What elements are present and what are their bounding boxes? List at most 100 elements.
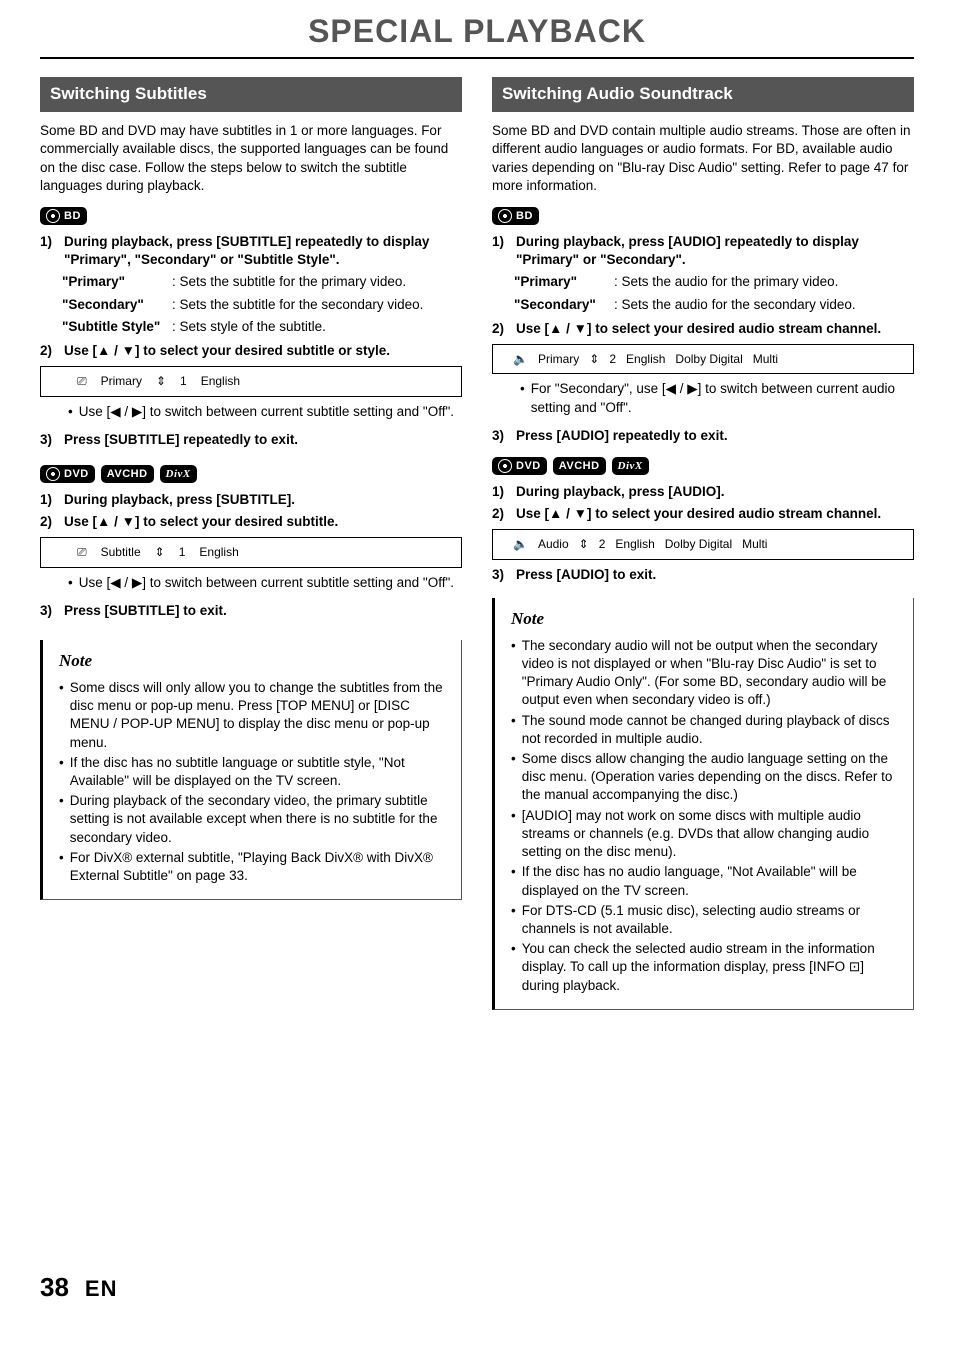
badge-label: DVD (516, 459, 541, 474)
step-number: 3) (492, 566, 510, 584)
bd-video-badge: BD (40, 207, 87, 225)
display-field: English (615, 536, 654, 552)
note-title: Note (511, 608, 897, 631)
step-text: During playback, press [AUDIO] repeatedl… (516, 233, 914, 269)
display-field: Dolby Digital (675, 351, 742, 367)
display-field: English (199, 544, 238, 560)
sub-bullet: Use [◀ / ▶] to switch between current su… (68, 574, 462, 592)
note-item: If the disc has no subtitle language or … (59, 754, 445, 790)
note-list: Some discs will only allow you to change… (59, 679, 445, 885)
note-item: Some discs allow changing the audio lang… (511, 750, 897, 805)
osd-display-box: ⎚ Subtitle ⇕ 1 English (40, 537, 462, 567)
page-title: SPECIAL PLAYBACK (40, 10, 914, 53)
sub-bullet: Use [◀ / ▶] to switch between current su… (68, 403, 462, 421)
def-row: "Primary" : Sets the audio for the prima… (514, 273, 914, 291)
note-item: The secondary audio will not be output w… (511, 637, 897, 710)
def-term: "Primary" (514, 273, 614, 291)
note-list: The secondary audio will not be output w… (511, 637, 897, 995)
dvd-video-badge: DVD (40, 465, 95, 483)
step-text: Press [AUDIO] to exit. (516, 566, 656, 584)
def-row: "Secondary" : Sets the subtitle for the … (62, 296, 462, 314)
def-term: "Subtitle Style" (62, 318, 172, 336)
note-item: For DTS-CD (5.1 music disc), selecting a… (511, 902, 897, 938)
display-field: 1 (180, 373, 187, 389)
step-number: 1) (492, 483, 510, 501)
divx-badge: DivX (612, 457, 649, 475)
section-heading-subtitles: Switching Subtitles (40, 77, 462, 112)
columns: Switching Subtitles Some BD and DVD may … (40, 77, 914, 1010)
step-3: 3) Press [AUDIO] repeatedly to exit. (492, 427, 914, 445)
title-rule (40, 57, 914, 59)
display-field: English (201, 373, 240, 389)
note-text: If the disc has no audio language, "Not … (522, 863, 897, 899)
note-item: You can check the selected audio stream … (511, 940, 897, 995)
note-item: If the disc has no audio language, "Not … (511, 863, 897, 899)
display-field: 2 (599, 536, 606, 552)
def-desc: : Sets the audio for the primary video. (614, 273, 914, 291)
definition-table: "Primary" : Sets the audio for the prima… (514, 273, 914, 313)
note-text: Some discs will only allow you to change… (70, 679, 445, 752)
bullet-text: Use [◀ / ▶] to switch between current su… (79, 403, 454, 421)
step-3b: 3) Press [AUDIO] to exit. (492, 566, 914, 584)
badge-label: DVD (64, 467, 89, 482)
note-box: Note The secondary audio will not be out… (492, 598, 914, 1010)
format-badges-bd: BD (492, 207, 914, 225)
bd-video-badge: BD (492, 207, 539, 225)
def-term: "Secondary" (514, 296, 614, 314)
step-text: Use [▲ / ▼] to select your desired audio… (516, 505, 881, 523)
step-2b: 2) Use [▲ / ▼] to select your desired au… (492, 505, 914, 523)
page-language: EN (85, 1274, 118, 1304)
note-text: [AUDIO] may not work on some discs with … (522, 807, 897, 862)
note-item: During playback of the secondary video, … (59, 792, 445, 847)
def-desc: : Sets style of the subtitle. (172, 318, 462, 336)
avchd-badge: AVCHD (553, 457, 606, 475)
step-number: 2) (40, 342, 58, 360)
updown-icon: ⇕ (155, 544, 165, 560)
badge-label: BD (516, 209, 533, 224)
step-text: Use [▲ / ▼] to select your desired audio… (516, 320, 881, 338)
display-field: 1 (179, 544, 186, 560)
dvd-video-badge: DVD (492, 457, 547, 475)
intro-text: Some BD and DVD contain multiple audio s… (492, 122, 914, 195)
display-field: Primary (538, 351, 579, 367)
step-number: 3) (492, 427, 510, 445)
step-2b: 2) Use [▲ / ▼] to select your desired su… (40, 513, 462, 531)
bullet-text: Use [◀ / ▶] to switch between current su… (79, 574, 454, 592)
right-column: Switching Audio Soundtrack Some BD and D… (492, 77, 914, 1010)
display-field: Multi (753, 351, 778, 367)
format-badges-dvd: DVD AVCHD DivX (492, 457, 914, 475)
step-number: 2) (492, 320, 510, 338)
note-text: During playback of the secondary video, … (70, 792, 445, 847)
note-text: For DTS-CD (5.1 music disc), selecting a… (522, 902, 897, 938)
step-1b: 1) During playback, press [AUDIO]. (492, 483, 914, 501)
speaker-icon: 🔈 (513, 536, 528, 552)
page-footer: 38 EN (40, 1270, 914, 1305)
step-3: 3) Press [SUBTITLE] repeatedly to exit. (40, 431, 462, 449)
def-desc: : Sets the subtitle for the secondary vi… (172, 296, 462, 314)
display-field: 2 (609, 351, 616, 367)
page-number: 38 (40, 1270, 69, 1305)
def-row: "Subtitle Style" : Sets style of the sub… (62, 318, 462, 336)
def-term: "Primary" (62, 273, 172, 291)
step-text: Use [▲ / ▼] to select your desired subti… (64, 513, 338, 531)
speaker-icon: 🔈 (513, 351, 528, 367)
divx-badge: DivX (160, 465, 197, 483)
def-desc: : Sets the subtitle for the primary vide… (172, 273, 462, 291)
def-row: "Primary" : Sets the subtitle for the pr… (62, 273, 462, 291)
note-text: You can check the selected audio stream … (522, 940, 897, 995)
sub-bullet: For "Secondary", use [◀ / ▶] to switch b… (520, 380, 914, 416)
def-term: "Secondary" (62, 296, 172, 314)
osd-display-box: 🔈 Primary ⇕ 2 English Dolby Digital Mult… (492, 344, 914, 374)
note-text: Some discs allow changing the audio lang… (522, 750, 897, 805)
format-badges-bd: BD (40, 207, 462, 225)
updown-icon: ⇕ (589, 351, 599, 367)
step-text: Press [SUBTITLE] to exit. (64, 602, 227, 620)
subtitle-icon: ⎚ (77, 544, 87, 560)
note-text: The sound mode cannot be changed during … (522, 712, 897, 748)
intro-text: Some BD and DVD may have subtitles in 1 … (40, 122, 462, 195)
note-box: Note Some discs will only allow you to c… (40, 640, 462, 900)
section-heading-audio: Switching Audio Soundtrack (492, 77, 914, 112)
step-text: During playback, press [SUBTITLE] repeat… (64, 233, 462, 269)
step-text: During playback, press [SUBTITLE]. (64, 491, 295, 509)
updown-icon: ⇕ (156, 373, 166, 389)
